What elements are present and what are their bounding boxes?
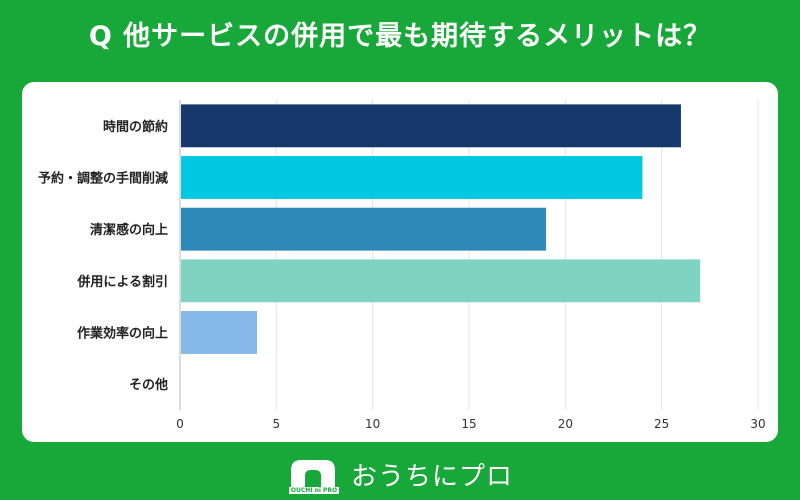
category-label: 時間の節約: [103, 119, 168, 135]
category-label: 作業効率の向上: [77, 326, 168, 342]
brand-name: おうちにプロ: [350, 461, 513, 492]
category-label: その他: [129, 377, 168, 393]
bar: [181, 207, 547, 251]
x-tick-label: 25: [654, 417, 669, 431]
bar: [181, 104, 681, 148]
chart-card: 0 5 10 15 20 25 30 時間の節約予約・調整の手間削減清潔感の向上併用による割引…: [22, 82, 778, 442]
category-label: 併用による割引: [76, 274, 168, 290]
x-tick-label: 5: [273, 417, 281, 431]
bar-chart: 0 5 10 15 20 25 30 時間の節約予約・調整の手間削減清潔感の向上併用による割引…: [38, 100, 766, 431]
category-label: 予約・調整の手間削減: [38, 171, 168, 187]
house-logo-icon: OUCHI ni PRO: [287, 454, 339, 494]
x-tick-label: 0: [176, 417, 184, 431]
bar: [181, 156, 643, 199]
bar: [181, 311, 258, 354]
footer-brand: OUCHI ni PRO おうちにプロ: [0, 452, 800, 496]
x-tick-label: 15: [461, 417, 476, 431]
logo-subtext: OUCHI ni PRO: [288, 487, 339, 494]
x-tick-label: 20: [558, 417, 573, 431]
x-tick-label: 10: [365, 417, 380, 431]
x-tick-label: 30: [750, 417, 765, 431]
bar: [181, 259, 701, 303]
chart-title: Q 他サービスの併用で最も期待するメリットは？: [88, 21, 712, 52]
category-label: 清潔感の向上: [90, 222, 168, 238]
